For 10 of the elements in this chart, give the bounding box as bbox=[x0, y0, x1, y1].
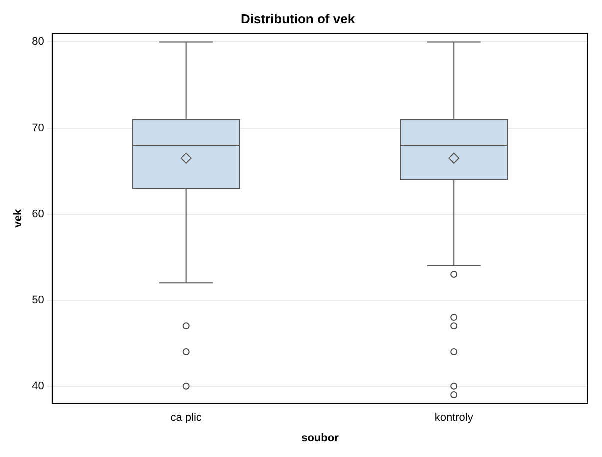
y-tick-label: 70 bbox=[32, 122, 44, 134]
chart-title: Distribution of vek bbox=[240, 11, 356, 26]
x-axis-title: soubor bbox=[302, 432, 340, 444]
y-tick-label: 40 bbox=[32, 380, 44, 392]
y-tick-label: 50 bbox=[32, 294, 44, 306]
y-tick-label: 80 bbox=[32, 36, 44, 48]
x-tick-label: ca plic bbox=[170, 412, 202, 424]
y-axis-title: vek bbox=[12, 208, 25, 228]
y-tick-label: 60 bbox=[32, 208, 44, 220]
x-tick-label: kontroly bbox=[434, 412, 474, 424]
